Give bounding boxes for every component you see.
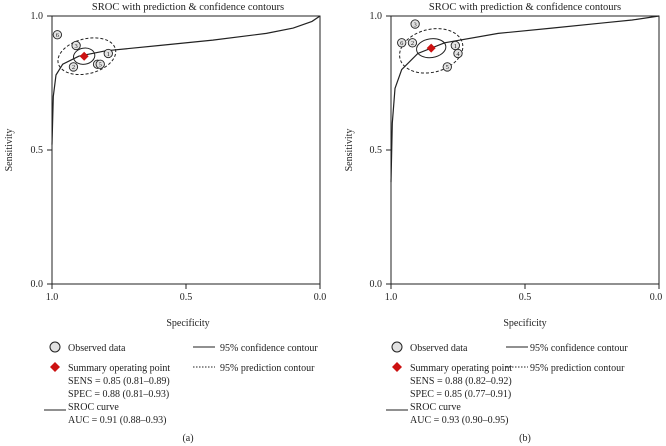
legend-spec: SPEC = 0.85 (0.77–0.91) (410, 389, 511, 400)
panel-a: SROC with prediction & confidence contou… (4, 2, 326, 444)
observed-data-point (52, 30, 63, 40)
study-label: 6 (400, 40, 404, 47)
y-tick-label: 1.0 (370, 11, 383, 22)
observed-data-point (95, 59, 105, 69)
x-axis-label: Specificity (166, 318, 209, 329)
study-label: 3 (74, 43, 77, 50)
plot-frame (51, 15, 321, 285)
study-label: 5 (446, 64, 449, 71)
x-tick-label: 0.5 (180, 292, 193, 303)
prediction-contour (399, 28, 464, 74)
plot-frame (390, 15, 660, 285)
study-label: 2 (72, 64, 75, 71)
observed-data-point (397, 38, 407, 48)
x-axis-label: Specificity (503, 318, 546, 329)
y-tick-label: 0.0 (370, 279, 383, 290)
legend-sens: SENS = 0.88 (0.82–0.92) (410, 376, 512, 387)
sroc-curve (51, 15, 321, 145)
legend-auc: AUC = 0.93 (0.90–0.95) (410, 415, 508, 426)
x-tick-label: 0.5 (519, 292, 532, 303)
observed-data-point (442, 62, 452, 72)
legend-prediction-label: 95% prediction contour (220, 363, 315, 374)
legend-sroc-label: SROC curve (68, 402, 119, 413)
observed-data-point (410, 19, 420, 29)
y-tick-label: 0.5 (370, 145, 383, 156)
x-tick-label: 1.0 (46, 292, 59, 303)
y-axis-label: Sensitivity (344, 129, 355, 172)
legend-summary-marker (50, 362, 60, 372)
panel-label: (b) (519, 433, 531, 444)
observed-data-point (103, 48, 113, 59)
legend-summary-label: Summary operating point (68, 363, 170, 374)
x-tick-label: 0.0 (650, 292, 663, 303)
panel-label: (a) (182, 433, 193, 444)
sroc-curve (390, 15, 660, 183)
summary-operating-point (79, 51, 89, 61)
study-label: 6 (56, 32, 60, 39)
y-tick-label: 1.0 (31, 11, 44, 22)
legend-sens: SENS = 0.85 (0.81–0.89) (68, 376, 170, 387)
study-label: 2 (411, 40, 414, 47)
legend-sroc-label: SROC curve (410, 402, 461, 413)
prediction-contour (57, 37, 117, 76)
study-label: 1 (454, 43, 457, 50)
observed-data-point (68, 62, 79, 72)
legend-observed-marker (391, 341, 403, 353)
y-tick-label: 0.5 (31, 145, 44, 156)
legend-spec: SPEC = 0.88 (0.81–0.93) (68, 389, 169, 400)
legend-auc: AUC = 0.91 (0.88–0.93) (68, 415, 166, 426)
y-axis-label: Sensitivity (4, 129, 15, 172)
observed-data-point (453, 48, 463, 59)
chart-title: SROC with prediction & confidence contou… (429, 2, 621, 13)
x-tick-label: 0.0 (314, 292, 327, 303)
legend-observed-label: Observed data (410, 343, 468, 354)
study-label: 3 (413, 21, 416, 28)
study-label: 4 (456, 51, 460, 58)
study-label: 5 (99, 62, 102, 69)
summary-operating-point (426, 43, 436, 53)
panel-b: SROC with prediction & confidence contou… (344, 2, 662, 444)
study-label: 1 (107, 51, 110, 58)
legend-summary-label: Summary operating point (410, 363, 512, 374)
confidence-contour (416, 38, 447, 59)
legend-observed-marker (49, 341, 61, 353)
chart-title: SROC with prediction & confidence contou… (92, 2, 284, 13)
legend-confidence-label: 95% confidence contour (530, 343, 628, 354)
x-tick-label: 1.0 (385, 292, 398, 303)
legend-confidence-label: 95% confidence contour (220, 343, 318, 354)
observed-data-point (407, 38, 418, 48)
observed-data-point (450, 40, 460, 51)
y-tick-label: 0.0 (31, 279, 44, 290)
legend-observed-label: Observed data (68, 343, 126, 354)
observed-data-point (71, 40, 81, 51)
legend-summary-marker (392, 362, 402, 372)
confidence-contour (73, 47, 96, 65)
legend-prediction-label: 95% prediction contour (530, 363, 625, 374)
